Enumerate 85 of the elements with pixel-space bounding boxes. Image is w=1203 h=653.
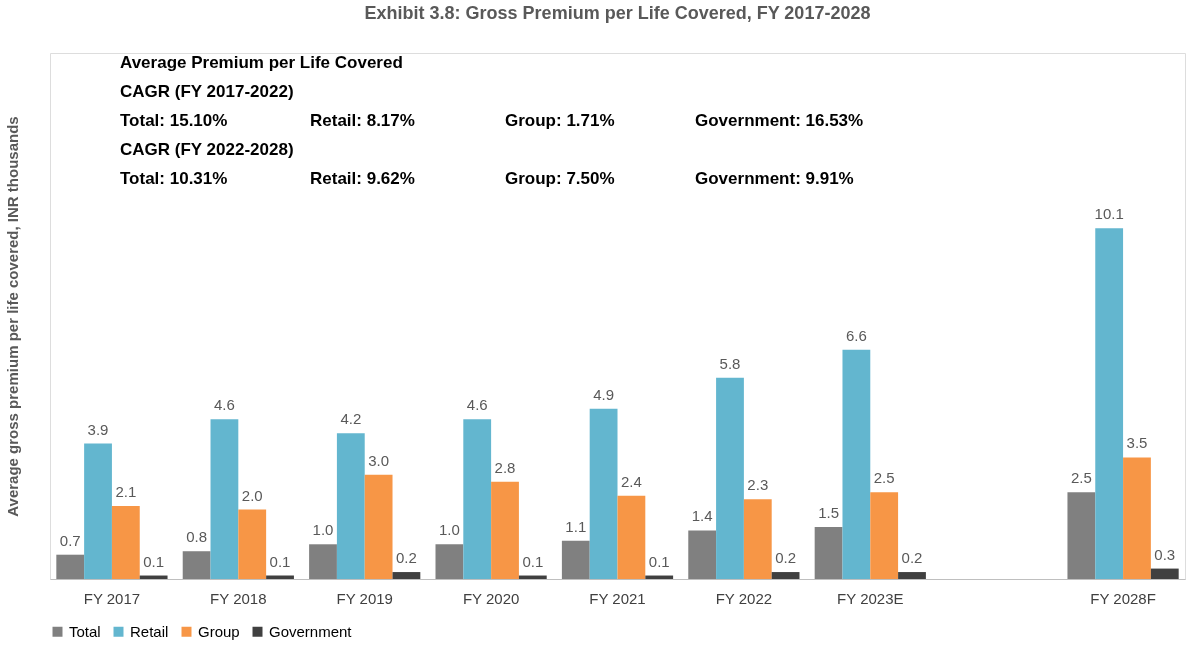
data-label: 2.5 xyxy=(873,469,895,487)
data-label: 2.0 xyxy=(241,486,263,504)
legend-label: Government xyxy=(269,622,353,640)
text: CAGR (FY 2017-2022) xyxy=(120,82,294,101)
text: Retail: 8.17% xyxy=(310,111,415,130)
data-label: 2.8 xyxy=(494,458,516,476)
x-tick-label: FY 2028F xyxy=(1090,589,1156,607)
bar xyxy=(111,506,140,579)
data-label: 4.6 xyxy=(466,396,488,414)
y-axis-title: Average gross premium per life covered, INR thousands xyxy=(3,116,21,517)
data-label: 0.7 xyxy=(59,531,81,549)
data-label: 1.0 xyxy=(438,521,460,539)
text: Government: 9.91% xyxy=(695,169,854,188)
bar xyxy=(842,349,871,579)
x-tick-label: FY 2022 xyxy=(715,589,773,607)
data-label: 0.3 xyxy=(1154,545,1176,563)
bar xyxy=(688,530,717,579)
data-label: 4.6 xyxy=(213,396,235,414)
bar xyxy=(435,544,464,579)
text: Group: 7.50% xyxy=(505,169,615,188)
bar xyxy=(463,419,492,579)
x-tick-label: FY 2017 xyxy=(83,589,141,607)
bar xyxy=(491,481,519,579)
bar xyxy=(238,509,267,579)
bar xyxy=(84,443,112,579)
data-label: 1.4 xyxy=(691,507,713,525)
x-tick-label: FY 2023E xyxy=(837,589,904,607)
bar xyxy=(1067,492,1096,579)
data-label: 1.1 xyxy=(565,517,587,535)
bar xyxy=(1095,228,1124,579)
bar xyxy=(56,554,85,579)
bar xyxy=(870,492,899,579)
data-label: 2.5 xyxy=(1070,469,1092,487)
text: Government: 16.53% xyxy=(695,111,864,130)
legend-label: Total xyxy=(69,622,101,640)
bar xyxy=(1150,568,1179,579)
bar xyxy=(392,572,421,579)
text: Total: 10.31% xyxy=(120,169,228,188)
bar xyxy=(182,551,211,579)
data-label: 0.1 xyxy=(522,552,544,570)
bar xyxy=(743,499,772,579)
data-label: 3.9 xyxy=(87,420,109,438)
data-label: 0.1 xyxy=(143,552,165,570)
data-label: 0.2 xyxy=(775,549,797,567)
bar xyxy=(364,474,393,579)
bar xyxy=(716,377,744,579)
text: Total: 15.10% xyxy=(120,111,228,130)
data-label: 1.5 xyxy=(818,503,839,521)
bar xyxy=(309,544,337,579)
bar xyxy=(561,540,590,579)
data-label: 2.4 xyxy=(620,472,642,490)
text: Retail: 9.62% xyxy=(310,169,415,188)
text: CAGR (FY 2022-2028) xyxy=(120,140,294,159)
x-tick-label: FY 2018 xyxy=(210,589,267,607)
data-label: 5.8 xyxy=(719,354,741,372)
data-label: 3.0 xyxy=(368,451,390,469)
x-tick-label: FY 2020 xyxy=(462,589,520,607)
data-label: 10.1 xyxy=(1094,205,1124,223)
bar xyxy=(1123,457,1151,579)
data-label: 2.3 xyxy=(747,476,769,494)
data-label: 2.1 xyxy=(115,483,137,501)
data-label: 4.2 xyxy=(340,410,362,428)
bar xyxy=(589,408,618,579)
bar xyxy=(814,526,843,579)
x-tick-label: FY 2019 xyxy=(336,589,393,607)
data-label: 4.9 xyxy=(593,385,615,403)
data-label: 0.2 xyxy=(396,549,417,567)
data-label: 6.6 xyxy=(845,326,867,344)
bar xyxy=(336,433,365,579)
data-label: 3.5 xyxy=(1126,434,1148,452)
legend-label: Group xyxy=(198,622,240,640)
data-label: 1.0 xyxy=(312,521,334,539)
bar xyxy=(617,495,646,579)
legend-label: Retail xyxy=(130,622,169,640)
x-tick-label: FY 2021 xyxy=(589,589,646,607)
data-label: 0.2 xyxy=(901,549,923,567)
data-label: 0.1 xyxy=(269,552,291,570)
bar xyxy=(898,572,926,579)
bar xyxy=(771,572,800,579)
text: Group: 1.71% xyxy=(505,111,615,130)
data-label: 0.8 xyxy=(186,528,208,546)
chart-title: Exhibit 3.8: Gross Premium per Life Covered, FY 2017-2028 xyxy=(364,3,871,23)
data-label: 0.1 xyxy=(648,552,670,570)
text: Average Premium per Life Covered xyxy=(120,53,403,72)
bar xyxy=(210,419,239,579)
